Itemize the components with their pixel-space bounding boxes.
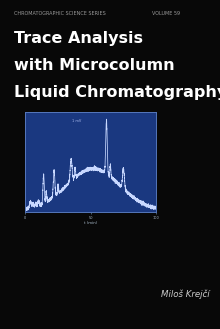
Text: Miloš Krejčí: Miloš Krejčí bbox=[161, 289, 209, 299]
Text: Trace Analysis: Trace Analysis bbox=[14, 31, 143, 46]
Text: VOLUME 59: VOLUME 59 bbox=[152, 11, 180, 16]
Text: Liquid Chromatography: Liquid Chromatography bbox=[14, 85, 220, 100]
Text: 1 mV: 1 mV bbox=[72, 119, 82, 123]
Text: CHROMATOGRAPHIC SCIENCE SERIES: CHROMATOGRAPHIC SCIENCE SERIES bbox=[14, 11, 106, 16]
Text: with Microcolumn: with Microcolumn bbox=[14, 58, 175, 73]
X-axis label: t (min): t (min) bbox=[84, 221, 97, 225]
